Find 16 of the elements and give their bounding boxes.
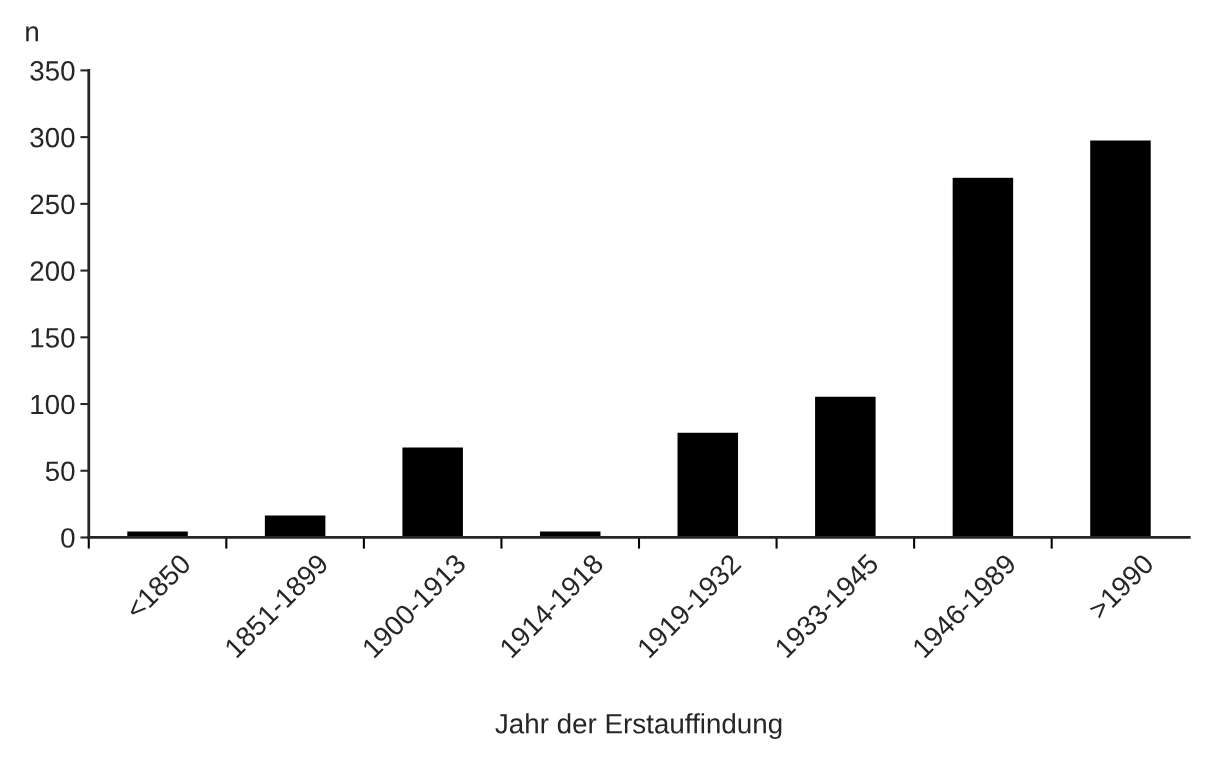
y-tick-label: 0 [61, 528, 75, 548]
y-tick-label: 150 [31, 327, 75, 348]
y-tick-label: 200 [30, 261, 75, 281]
bar [813, 395, 877, 538]
y-tick-label: 50 [45, 461, 75, 482]
bar [263, 514, 327, 538]
bar [1088, 139, 1153, 538]
y-tick-label: 100 [31, 394, 75, 415]
y-tick-label: 350 [30, 61, 75, 81]
x-axis-title: Jahr der Erstauffindung [495, 713, 782, 740]
y-axis-title: n [26, 26, 38, 42]
y-tick-label: 300 [30, 127, 75, 148]
bar [676, 431, 740, 538]
y-tick-label: 250 [30, 194, 75, 215]
bar [401, 446, 465, 538]
bar [951, 176, 1015, 538]
